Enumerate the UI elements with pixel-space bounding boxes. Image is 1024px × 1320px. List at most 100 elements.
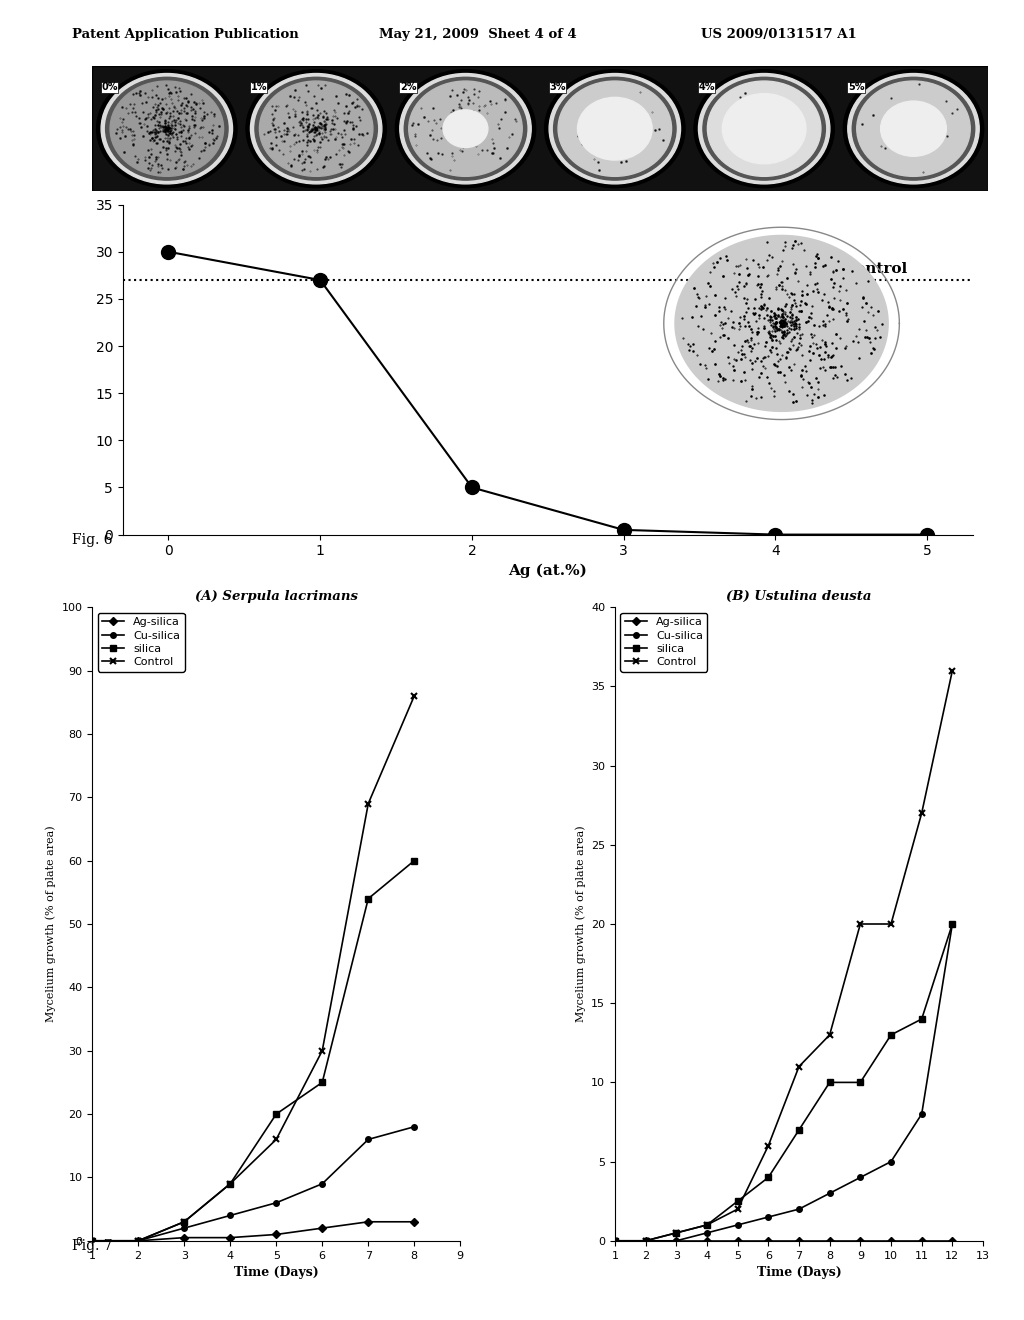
Circle shape — [255, 78, 378, 180]
Y-axis label: Mycelium growth (% of plate area): Mycelium growth (% of plate area) — [574, 826, 586, 1022]
Text: 4%: 4% — [698, 82, 715, 92]
Cu-silica — [793, 1201, 805, 1217]
Ag-silica — [316, 1220, 329, 1236]
X-axis label: Ag (at.%): Ag (at.%) — [508, 564, 588, 578]
Control — [316, 1043, 329, 1059]
Control — [915, 805, 928, 821]
Ag-silica — [608, 1233, 621, 1249]
Circle shape — [110, 81, 223, 177]
Cu-silica — [224, 1208, 237, 1224]
Control — [224, 1176, 237, 1192]
Text: 2%: 2% — [399, 82, 417, 92]
Circle shape — [409, 81, 522, 177]
Control — [823, 1027, 836, 1043]
Ag-silica — [270, 1226, 283, 1242]
Point — [767, 524, 783, 545]
Point — [160, 242, 176, 263]
Control — [762, 1138, 774, 1154]
silica — [823, 1074, 836, 1090]
Circle shape — [881, 102, 946, 156]
Circle shape — [96, 70, 237, 187]
Ag-silica — [132, 1233, 144, 1249]
Cu-silica — [885, 1154, 897, 1170]
silica — [409, 853, 421, 869]
Ag-silica — [670, 1233, 682, 1249]
Line: Control: Control — [89, 693, 418, 1245]
Control — [946, 663, 958, 678]
Circle shape — [844, 70, 984, 187]
Line: Cu-silica: Cu-silica — [89, 1123, 417, 1243]
silica — [670, 1225, 682, 1241]
silica — [731, 1193, 743, 1209]
Cu-silica — [270, 1195, 283, 1210]
FancyBboxPatch shape — [92, 66, 988, 191]
Cu-silica — [854, 1170, 866, 1185]
silica — [946, 916, 958, 932]
Ag-silica — [409, 1214, 421, 1230]
Line: silica: silica — [89, 858, 417, 1243]
silica — [270, 1106, 283, 1122]
Line: Ag-silica: Ag-silica — [612, 1238, 955, 1243]
Line: Control: Control — [611, 667, 955, 1245]
Control — [670, 1225, 682, 1241]
silica — [700, 1217, 713, 1233]
Text: Control: Control — [844, 263, 908, 276]
Ag-silica — [946, 1233, 958, 1249]
Circle shape — [251, 74, 382, 183]
silica — [915, 1011, 928, 1027]
Point — [312, 269, 329, 290]
silica — [86, 1233, 98, 1249]
Control — [409, 688, 421, 704]
silica — [224, 1176, 237, 1192]
Circle shape — [246, 70, 386, 187]
Text: May 21, 2009  Sheet 4 of 4: May 21, 2009 Sheet 4 of 4 — [379, 28, 577, 41]
Circle shape — [259, 81, 373, 177]
Control — [854, 916, 866, 932]
silica — [762, 1170, 774, 1185]
Line: silica: silica — [612, 921, 955, 1243]
Line: Ag-silica: Ag-silica — [89, 1218, 417, 1243]
silica — [132, 1233, 144, 1249]
Circle shape — [395, 70, 536, 187]
Ag-silica — [793, 1233, 805, 1249]
silica — [178, 1214, 190, 1230]
silica — [608, 1233, 621, 1249]
Circle shape — [722, 94, 806, 164]
Cu-silica — [132, 1233, 144, 1249]
Ag-silica — [86, 1233, 98, 1249]
Control — [700, 1217, 713, 1233]
Ag-silica — [915, 1233, 928, 1249]
Circle shape — [549, 74, 681, 183]
Ag-silica — [854, 1233, 866, 1249]
Text: 3%: 3% — [549, 82, 565, 92]
Text: Patent Application Publication: Patent Application Publication — [72, 28, 298, 41]
Point — [464, 477, 480, 498]
silica — [793, 1122, 805, 1138]
Legend: Ag-silica, Cu-silica, silica, Control: Ag-silica, Cu-silica, silica, Control — [97, 612, 184, 672]
Cu-silica — [823, 1185, 836, 1201]
Circle shape — [545, 70, 685, 187]
Ag-silica — [700, 1233, 713, 1249]
Cu-silica — [700, 1225, 713, 1241]
Circle shape — [694, 70, 835, 187]
silica — [639, 1233, 651, 1249]
Control — [731, 1201, 743, 1217]
Cu-silica — [762, 1209, 774, 1225]
Line: Cu-silica: Cu-silica — [612, 921, 955, 1243]
Control — [270, 1131, 283, 1147]
silica — [316, 1074, 329, 1090]
Control — [178, 1214, 190, 1230]
Cu-silica — [316, 1176, 329, 1192]
Circle shape — [578, 98, 652, 160]
X-axis label: Time (Days): Time (Days) — [233, 1266, 318, 1279]
Text: 5%: 5% — [848, 82, 864, 92]
Ag-silica — [762, 1233, 774, 1249]
Control — [132, 1233, 144, 1249]
Circle shape — [702, 78, 825, 180]
Cu-silica — [731, 1217, 743, 1233]
Circle shape — [399, 74, 531, 183]
Control — [86, 1233, 98, 1249]
Text: 1%: 1% — [251, 82, 267, 92]
Ag-silica — [639, 1233, 651, 1249]
Cu-silica — [915, 1106, 928, 1122]
